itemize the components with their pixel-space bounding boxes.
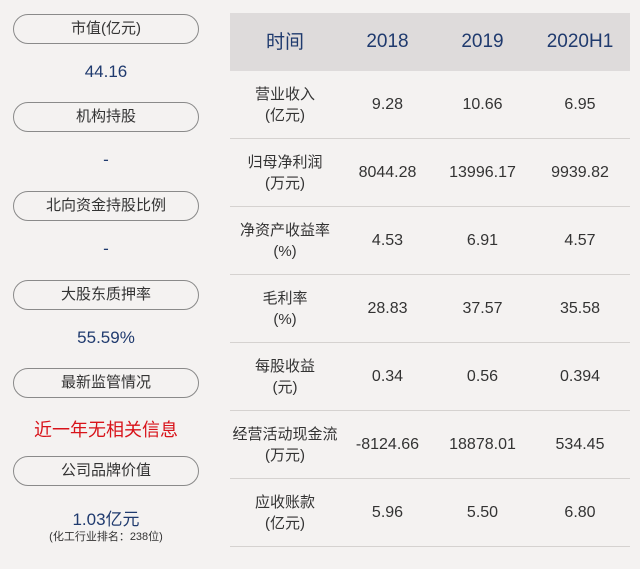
pledge-ratio-value: 55.59% [77,328,135,347]
cell-value: 4.57 [564,231,596,249]
cell-value: 6.95 [564,95,596,113]
cell-value: 35.58 [559,299,601,317]
summary-panel: 市值(亿元) 44.16 机构持股 - 北向资金持股比例 - 大股东质押率 55… [0,0,215,569]
table-row: 营业收入 (亿元) 9.28 10.66 6.95 [230,71,630,139]
brand-value-label: 公司品牌价值 [13,456,199,486]
row-label: 净资产收益率 (%) [239,221,330,260]
cell-value: -8124.66 [355,435,420,453]
cell-value: 9939.82 [551,163,609,181]
table-header: 时间 2018 2019 2020H1 [230,13,630,71]
cell-value: 9.28 [371,95,404,113]
header-2020h1: 2020H1 [546,31,614,52]
northbound-ratio-label: 北向资金持股比例 [13,191,199,221]
brand-value-value: 1.03亿元 [72,510,140,529]
row-label: 归母净利润 (万元) [247,153,323,192]
cell-value: 0.34 [371,367,404,385]
header-2019: 2019 [461,31,504,52]
brand-rank-note: (化工行业排名：238位) [49,531,163,543]
table-row: 净资产收益率 (%) 4.53 6.91 4.57 [230,207,630,275]
header-2018: 2018 [366,31,409,52]
table-row: 归母净利润 (万元) 8044.28 13996.17 9939.82 [230,139,630,207]
row-label: 营业收入 (亿元) [254,85,315,124]
row-label: 每股收益 (元) [254,357,315,396]
cell-value: 5.50 [466,503,499,521]
market-cap-value: 44.16 [84,62,128,81]
institutional-holding-value: - [103,150,109,169]
financial-table: 时间 2018 2019 2020H1 营业收入 (亿元) 9.28 10.66 … [230,13,630,547]
table-row: 经营活动现金流 (万元) -8124.66 18878.01 534.45 [230,411,630,479]
cell-value: 18878.01 [449,435,516,453]
regulatory-status-value: 近一年无相关信息 [34,420,178,440]
row-label: 应收账款 (亿元) [254,493,315,532]
northbound-ratio-value: - [103,239,109,258]
cell-value: 13996.17 [449,163,516,181]
cell-value: 0.56 [466,367,499,385]
pledge-ratio-label: 大股东质押率 [13,280,199,310]
cell-value: 6.91 [466,231,499,249]
table-row: 应收账款 (亿元) 5.96 5.50 6.80 [230,479,630,547]
cell-value: 28.83 [367,299,408,317]
header-time: 时间 [265,31,304,53]
table-row: 每股收益 (元) 0.34 0.56 0.394 [230,343,630,411]
cell-value: 534.45 [555,435,605,453]
row-label: 毛利率 (%) [262,289,308,328]
cell-value: 8044.28 [358,163,417,181]
row-label: 经营活动现金流 (万元) [232,425,338,464]
cell-value: 10.66 [462,95,503,113]
market-cap-label: 市值(亿元) [13,14,199,44]
cell-value: 4.53 [371,231,404,249]
cell-value: 5.96 [371,503,404,521]
regulatory-status-label: 最新监管情况 [13,368,199,398]
table-row: 毛利率 (%) 28.83 37.57 35.58 [230,275,630,343]
cell-value: 0.394 [559,367,601,385]
institutional-holding-label: 机构持股 [13,102,199,132]
cell-value: 6.80 [564,503,596,521]
cell-value: 37.57 [462,299,503,317]
